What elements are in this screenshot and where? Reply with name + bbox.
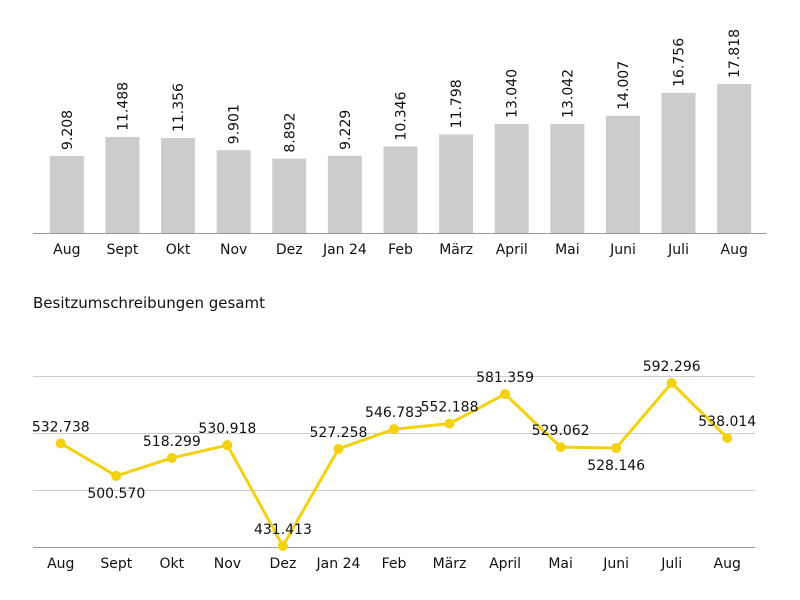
point-value-label: 530.918 xyxy=(198,421,256,437)
data-point xyxy=(722,432,733,443)
bar-value-label: 13.040 xyxy=(505,69,521,118)
data-point xyxy=(277,541,288,551)
bar xyxy=(661,92,696,233)
point-value-label: 592.296 xyxy=(643,359,701,375)
point-value-label: 532.738 xyxy=(32,419,90,435)
bar-value-label: 13.042 xyxy=(560,69,576,118)
data-point xyxy=(222,440,233,451)
bar-value-label: 9.229 xyxy=(338,110,354,150)
x-tick-label: Feb xyxy=(388,242,413,258)
bar xyxy=(383,146,418,233)
bar xyxy=(605,115,640,233)
x-tick-label: Juli xyxy=(667,242,689,258)
x-tick-label: Okt xyxy=(160,556,185,572)
bar xyxy=(494,123,529,233)
x-tick-label: April xyxy=(489,556,521,572)
bar xyxy=(216,150,251,233)
x-tick-label: März xyxy=(433,556,467,572)
x-tick-label: Nov xyxy=(220,242,247,258)
x-tick-label: Jan 24 xyxy=(322,242,367,258)
x-tick-label: Aug xyxy=(714,556,741,572)
x-tick-label: Okt xyxy=(166,242,191,258)
bar-value-label: 9.208 xyxy=(60,110,76,150)
bar xyxy=(327,155,362,233)
point-value-label: 529.062 xyxy=(532,423,590,439)
data-point xyxy=(444,418,455,429)
point-value-label: 552.188 xyxy=(421,400,479,416)
data-point xyxy=(500,389,511,400)
x-tick-label: Jan 24 xyxy=(316,556,361,572)
x-tick-label: Sept xyxy=(100,556,132,572)
point-value-label: 546.783 xyxy=(365,405,423,421)
bar-chart: 9.208 Aug 11.488 Sept 11.356 Okt 9.901 Nov 8.892… xyxy=(33,29,766,258)
data-point xyxy=(333,443,344,454)
data-point xyxy=(555,442,566,453)
point-value-label: 528.146 xyxy=(587,458,645,474)
x-tick-label: Juni xyxy=(602,556,629,572)
line-chart-title: Besitzumschreibungen gesamt xyxy=(33,294,265,312)
x-tick-label: Mai xyxy=(548,556,573,572)
x-tick-label: Mai xyxy=(555,242,580,258)
x-tick-label: Dez xyxy=(276,242,303,258)
x-tick-label: Nov xyxy=(214,556,241,572)
bar xyxy=(550,123,585,233)
series-line xyxy=(60,381,729,548)
x-tick-label: Juli xyxy=(660,556,682,572)
x-tick-label: Dez xyxy=(270,556,297,572)
data-point xyxy=(55,438,66,449)
bar-value-label: 11.798 xyxy=(449,79,465,128)
point-value-label: 431.413 xyxy=(254,522,312,538)
data-point xyxy=(666,378,677,388)
bar xyxy=(49,155,84,233)
bar-value-label: 17.818 xyxy=(727,29,743,78)
x-tick-label: Sept xyxy=(106,242,138,258)
bar xyxy=(717,84,752,233)
bar xyxy=(105,136,140,233)
bar xyxy=(161,138,196,233)
bar-value-label: 9.901 xyxy=(227,104,243,144)
point-value-label: 518.299 xyxy=(143,434,201,450)
x-tick-label: April xyxy=(496,242,528,258)
bar-value-label: 14.007 xyxy=(616,61,632,110)
x-tick-label: Aug xyxy=(721,242,748,258)
data-point xyxy=(611,442,622,453)
bar-value-label: 11.356 xyxy=(171,83,187,132)
x-tick-label: Feb xyxy=(382,556,407,572)
bar-value-label: 16.756 xyxy=(672,38,688,87)
bar xyxy=(272,158,307,233)
x-tick-label: Aug xyxy=(53,242,80,258)
bar-value-label: 11.488 xyxy=(115,82,131,131)
point-value-label: 527.258 xyxy=(310,425,368,441)
bar-value-label: 10.346 xyxy=(394,91,410,140)
data-point xyxy=(389,424,399,435)
x-tick-label: Juni xyxy=(609,242,636,258)
data-point xyxy=(166,452,177,463)
x-tick-label: März xyxy=(439,242,473,258)
x-tick-label: Aug xyxy=(47,556,74,572)
point-value-label: 500.570 xyxy=(87,486,145,502)
point-value-label: 581.359 xyxy=(476,370,534,386)
point-value-label: 538.014 xyxy=(698,414,756,430)
data-point xyxy=(111,470,122,481)
bar xyxy=(439,134,474,233)
bar-value-label: 8.892 xyxy=(282,113,298,153)
